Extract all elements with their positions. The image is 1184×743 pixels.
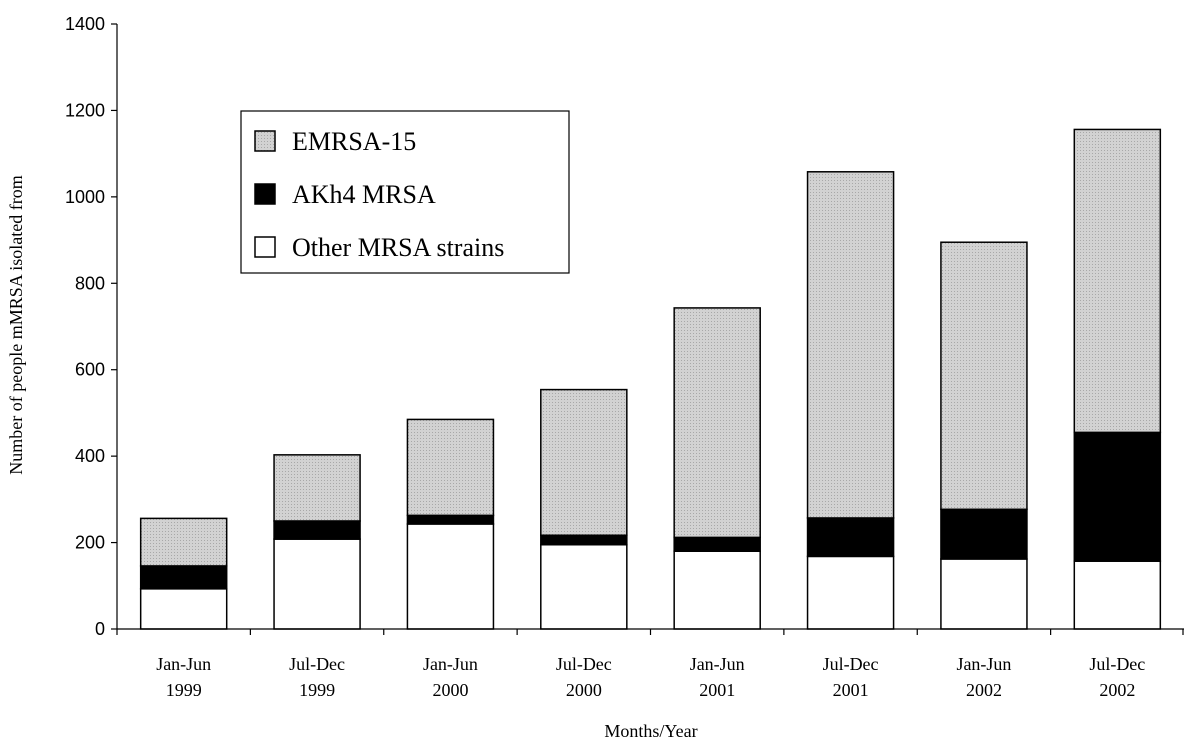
y-axis-title: Number of people mMRSA isolated from: [6, 175, 26, 474]
bar-other-mrsa-strains: [139, 588, 228, 630]
bar-emrsa-15: [540, 388, 628, 536]
bar-emrsa-15: [1073, 128, 1162, 434]
x-tick-label: Jan-Jun: [156, 654, 211, 674]
x-tick-label: Jan-Jun: [956, 654, 1011, 674]
x-tick-label: 2001: [699, 680, 735, 700]
bar-akh4-mrsa: [139, 565, 228, 590]
y-tick-label: 400: [75, 446, 105, 466]
y-tick-label: 1400: [65, 14, 105, 34]
y-tick-label: 0: [95, 619, 105, 639]
bar-akh4-mrsa: [273, 520, 361, 540]
legend-label: Other MRSA strains: [292, 233, 504, 262]
bar-other-mrsa-strains: [273, 538, 361, 630]
bar-akh4-mrsa: [406, 514, 495, 525]
x-tick-label: 1999: [299, 680, 335, 700]
x-tick-label: Jul-Dec: [1089, 654, 1145, 674]
x-tick-label: 2000: [432, 680, 468, 700]
legend-swatch-emrsa-15: [254, 130, 276, 152]
legend-swatch-other-mrsa-strains: [254, 236, 276, 258]
bar-other-mrsa-strains: [406, 523, 495, 630]
bar-other-mrsa-strains: [673, 550, 761, 630]
bar-akh4-mrsa: [540, 534, 628, 546]
x-tick-label: 2000: [566, 680, 602, 700]
x-tick-label: Jan-Jun: [690, 654, 745, 674]
bar-emrsa-15: [673, 307, 761, 539]
x-tick-label: Jan-Jun: [423, 654, 478, 674]
legend-swatch-akh4-mrsa: [254, 183, 276, 205]
y-tick-label: 200: [75, 533, 105, 553]
bar-emrsa-15: [139, 517, 228, 567]
y-tick-label: 800: [75, 273, 105, 293]
bar-other-mrsa-strains: [1073, 560, 1162, 630]
x-tick-label: Jul-Dec: [556, 654, 612, 674]
y-axis-ticks: 0 200 400 600 800 1000 1200 1400: [65, 14, 117, 639]
legend-box: [240, 110, 570, 274]
x-tick-label: Jul-Dec: [823, 654, 879, 674]
bar-emrsa-15: [406, 418, 495, 517]
x-tick-label: 2001: [833, 680, 869, 700]
legend-label: AKh4 MRSA: [292, 180, 436, 209]
x-tick-label: 1999: [166, 680, 202, 700]
x-axis-title: Months/Year: [604, 721, 697, 741]
bar-other-mrsa-strains: [940, 558, 1028, 630]
x-axis-ticks: Jan-Jun 1999 Jul-Dec 1999 Jan-Jun 2000 Jul-Dec…: [116, 629, 1184, 700]
bar-other-mrsa-strains: [806, 555, 895, 630]
bar-emrsa-15: [806, 171, 895, 519]
legend: EMRSA-15 AKh4 MRSA Other MRSA strains: [240, 110, 570, 274]
y-tick-label: 600: [75, 360, 105, 380]
bar-akh4-mrsa: [806, 517, 895, 558]
bar-akh4-mrsa: [1073, 431, 1162, 562]
bars: [139, 128, 1162, 630]
bar-emrsa-15: [940, 241, 1028, 511]
y-tick-label: 1200: [65, 100, 105, 120]
y-tick-label: 1000: [65, 187, 105, 207]
bar-akh4-mrsa: [673, 536, 761, 552]
x-tick-label: 2002: [966, 680, 1002, 700]
legend-label: EMRSA-15: [292, 127, 416, 156]
bar-other-mrsa-strains: [540, 543, 628, 630]
x-tick-label: 2002: [1099, 680, 1135, 700]
bar-emrsa-15: [273, 454, 361, 522]
bar-akh4-mrsa: [940, 508, 1028, 560]
x-tick-label: Jul-Dec: [289, 654, 345, 674]
